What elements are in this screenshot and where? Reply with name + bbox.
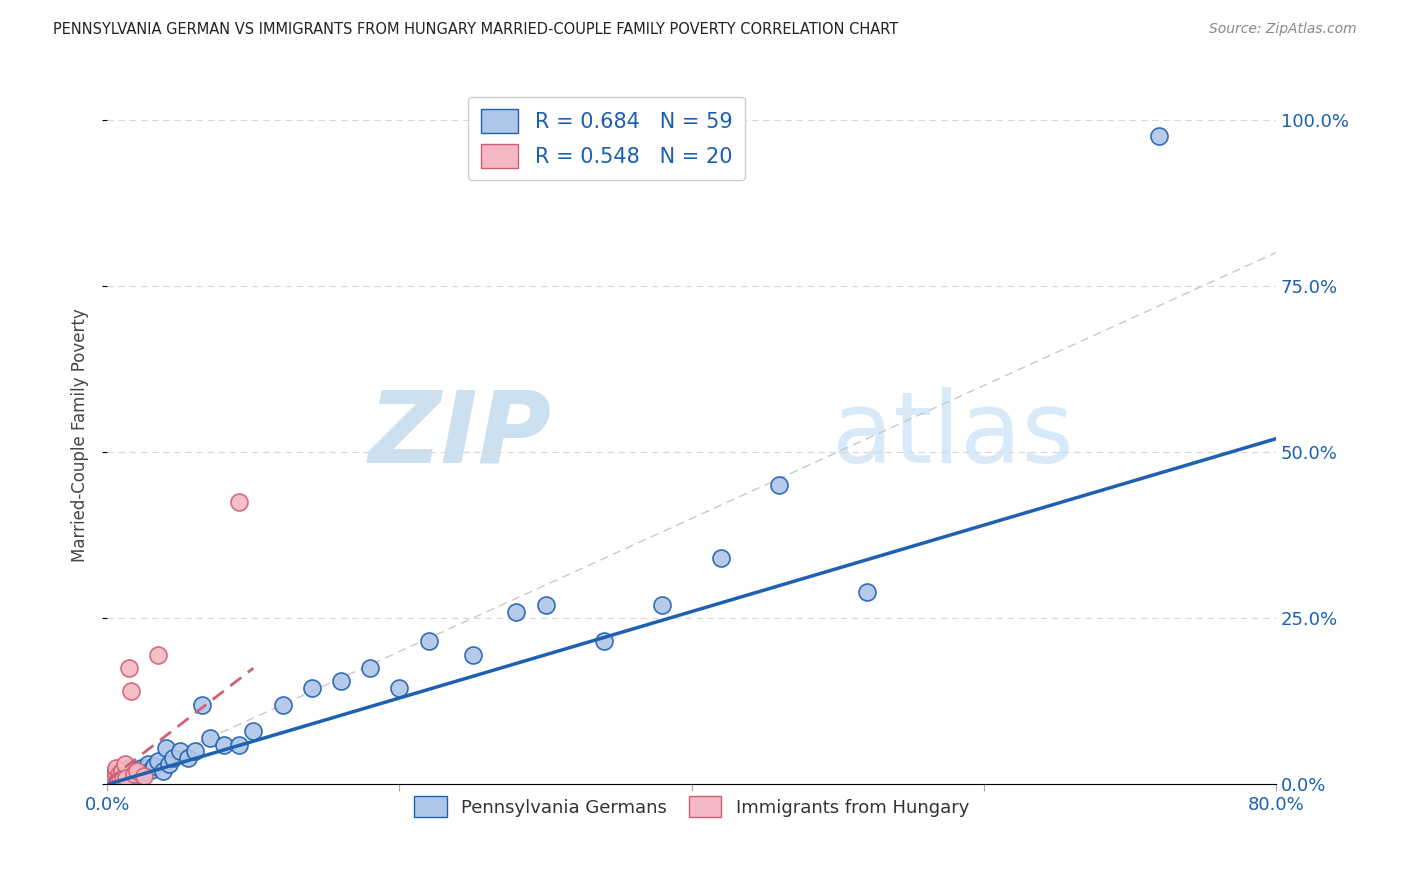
- Point: [1147, 129, 1170, 144]
- Point: [143, 759, 166, 773]
- Point: [176, 751, 198, 765]
- Point: [111, 769, 134, 783]
- Point: [108, 767, 131, 781]
- Point: [115, 764, 138, 778]
- Text: atlas: atlas: [832, 387, 1074, 483]
- Point: [112, 771, 135, 785]
- Point: [122, 767, 145, 781]
- Point: [242, 724, 264, 739]
- Point: [129, 761, 152, 775]
- Point: [534, 598, 557, 612]
- Point: [162, 751, 184, 765]
- Point: [104, 765, 127, 780]
- Point: [112, 771, 135, 785]
- Point: [418, 634, 440, 648]
- Point: [710, 551, 733, 566]
- Point: [148, 648, 170, 662]
- Point: [104, 771, 127, 785]
- Point: [768, 478, 790, 492]
- Point: [108, 767, 131, 781]
- Point: [212, 738, 235, 752]
- Point: [856, 584, 879, 599]
- Point: [118, 767, 141, 781]
- Legend: Pennsylvania Germans, Immigrants from Hungary: Pennsylvania Germans, Immigrants from Hu…: [406, 789, 976, 824]
- Point: [115, 772, 138, 786]
- Point: [114, 757, 136, 772]
- Point: [330, 674, 353, 689]
- Point: [110, 772, 132, 786]
- Point: [136, 757, 159, 772]
- Point: [115, 771, 138, 785]
- Point: [108, 771, 131, 785]
- Text: Source: ZipAtlas.com: Source: ZipAtlas.com: [1209, 22, 1357, 37]
- Point: [359, 661, 381, 675]
- Text: PENNSYLVANIA GERMAN VS IMMIGRANTS FROM HUNGARY MARRIED-COUPLE FAMILY POVERTY COR: PENNSYLVANIA GERMAN VS IMMIGRANTS FROM H…: [53, 22, 898, 37]
- Text: ZIP: ZIP: [368, 387, 551, 483]
- Point: [100, 769, 122, 783]
- Point: [127, 771, 149, 785]
- Point: [388, 681, 411, 695]
- Point: [461, 648, 484, 662]
- Point: [120, 684, 142, 698]
- Point: [111, 764, 134, 778]
- Point: [132, 769, 155, 783]
- Point: [155, 740, 177, 755]
- Point: [198, 731, 221, 745]
- Point: [128, 764, 150, 778]
- Point: [117, 769, 139, 783]
- Point: [100, 774, 122, 789]
- Point: [122, 769, 145, 783]
- Point: [101, 771, 124, 785]
- Point: [148, 754, 170, 768]
- Point: [505, 605, 527, 619]
- Point: [118, 661, 141, 675]
- Point: [152, 764, 174, 778]
- Point: [110, 771, 132, 785]
- Point: [301, 681, 323, 695]
- Point: [139, 763, 162, 777]
- Point: [134, 765, 156, 780]
- Point: [118, 761, 141, 775]
- Point: [111, 764, 134, 778]
- Point: [124, 767, 146, 781]
- Point: [105, 761, 128, 775]
- Point: [184, 744, 207, 758]
- Point: [651, 598, 673, 612]
- Point: [271, 698, 294, 712]
- Point: [169, 744, 191, 758]
- Point: [105, 772, 128, 786]
- Point: [125, 764, 148, 778]
- Point: [135, 761, 157, 775]
- Point: [114, 767, 136, 781]
- Point: [98, 772, 121, 786]
- Point: [125, 765, 148, 780]
- Point: [105, 767, 128, 781]
- Point: [107, 772, 129, 786]
- Point: [228, 495, 250, 509]
- Point: [593, 634, 616, 648]
- Point: [191, 698, 214, 712]
- Point: [107, 769, 129, 783]
- Point: [228, 738, 250, 752]
- Point: [157, 757, 180, 772]
- Point: [120, 771, 142, 785]
- Point: [128, 767, 150, 781]
- Point: [121, 765, 143, 780]
- Y-axis label: Married-Couple Family Poverty: Married-Couple Family Poverty: [72, 309, 89, 562]
- Point: [132, 764, 155, 778]
